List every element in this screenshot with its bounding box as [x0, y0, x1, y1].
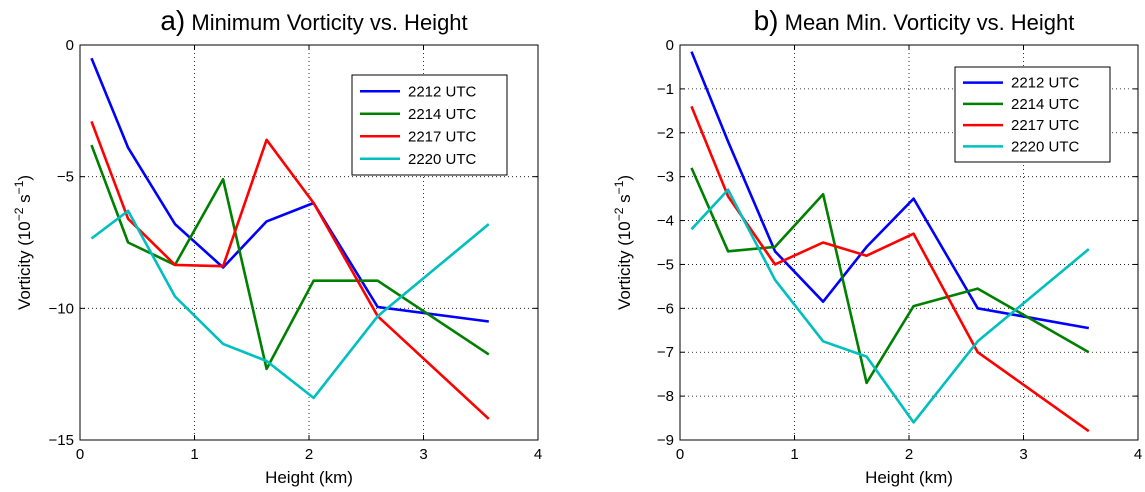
x-tick-label: 0 — [676, 446, 684, 463]
legend-entry: 2217 UTC — [1011, 117, 1080, 134]
legend-entry: 2220 UTC — [1011, 138, 1080, 155]
x-tick-label: 1 — [190, 446, 198, 463]
legend: 2212 UTC 2214 UTC 2217 UTC 2220 UTC — [954, 66, 1111, 163]
y-tick-label: −4 — [657, 213, 674, 230]
y-axis-label: Vorticity (10−2 s−1) — [612, 175, 634, 310]
y-tick-label: 0 — [66, 37, 74, 54]
x-axis-label: Height (km) — [265, 468, 353, 487]
y-tick-label: −6 — [657, 300, 674, 317]
series-line-2212-utc — [690, 51, 1090, 330]
y-tick-label: 0 — [666, 37, 674, 54]
y-tick-label: −9 — [657, 432, 674, 449]
series-line-2212-utc — [90, 57, 489, 323]
y-tick-label: −5 — [57, 169, 74, 186]
y-tick-label: −10 — [49, 300, 74, 317]
series-line-2220-utc — [690, 188, 1090, 424]
y-tick-label: −2 — [657, 125, 674, 142]
y-tick-label: −7 — [657, 344, 674, 361]
y-axis-label: Vorticity (10−2 s−1) — [12, 175, 34, 310]
legend-entry: 2212 UTC — [1011, 75, 1080, 92]
y-tick-label: −3 — [657, 169, 674, 186]
x-axis-label: Height (km) — [865, 468, 953, 487]
x-tick-label: 4 — [1134, 446, 1142, 463]
chart-title: b) Mean Min. Vorticity vs. Height — [754, 5, 1075, 36]
panel-label: a) — [160, 5, 185, 36]
legend-entry: 2220 UTC — [408, 151, 477, 168]
y-tick-label: −15 — [49, 432, 74, 449]
series-line-2220-utc — [90, 209, 490, 400]
x-tick-label: 3 — [419, 446, 427, 463]
legend-entry: 2212 UTC — [408, 83, 477, 100]
y-tick-label: −1 — [657, 81, 674, 98]
series-line-2214-utc — [90, 144, 490, 371]
legend-entry: 2214 UTC — [1011, 96, 1080, 113]
x-tick-label: 1 — [790, 446, 798, 463]
series-line-2217-utc — [690, 105, 1090, 433]
chart-panel-a: 0 1 2 3 4 −15 −10 −5 0 Height (km) Vorticity (10−2… — [12, 5, 542, 487]
x-tick-label: 3 — [1019, 446, 1027, 463]
title-text: Minimum Vorticity vs. Height — [185, 10, 467, 35]
chart-title: a) Minimum Vorticity vs. Height — [160, 5, 467, 36]
x-tick-label: 0 — [76, 446, 84, 463]
x-tick-label: 2 — [305, 446, 313, 463]
legend: 2212 UTC 2214 UTC 2217 UTC 2220 UTC — [351, 74, 508, 176]
y-tick-label: −5 — [657, 256, 674, 273]
x-tick-label: 2 — [905, 446, 913, 463]
title-text: Mean Min. Vorticity vs. Height — [779, 10, 1075, 35]
chart-panel-b: 0 1 2 3 4 −9 −8 −7 −6 −5 −4 −3 −2 −1 0 Height (km) Vorti… — [612, 5, 1142, 487]
series-line-2214-utc — [690, 167, 1090, 385]
x-tick-label: 4 — [534, 446, 542, 463]
legend-entry: 2217 UTC — [408, 128, 477, 145]
legend-entry: 2214 UTC — [408, 106, 477, 123]
panel-label: b) — [754, 5, 779, 36]
y-tick-label: −8 — [657, 388, 674, 405]
